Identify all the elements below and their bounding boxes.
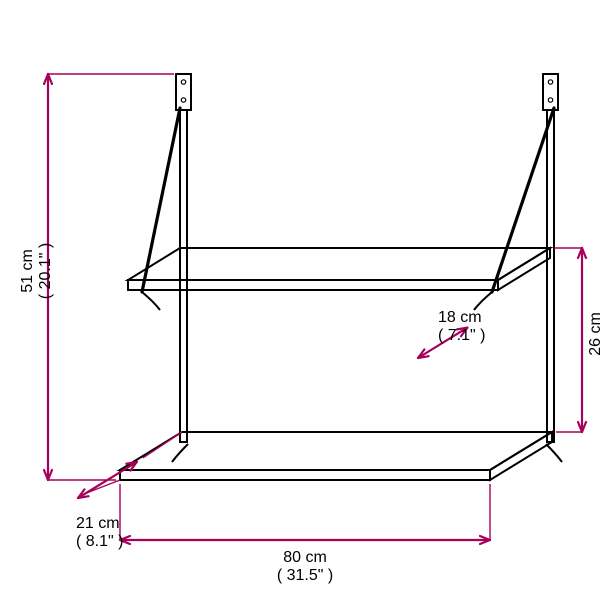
shelf-dimension-diagram: 51 cm( 20.1" ) 80 cm( 31.5" ) 21 cm( 8.1" … [0,0,600,600]
dim-width-in: ( 31.5" ) [277,567,333,584]
dim-height-in: ( 20.1" ) [37,243,54,299]
dim-depth_bottom-cm: 21 cm [76,515,120,532]
dim-width-cm: 80 cm [283,549,327,566]
dim-depth_top-in: ( 7.1" ) [438,327,485,344]
dim-height-cm: 51 cm [19,249,36,293]
dim-depth_top-cm: 18 cm [438,309,482,326]
dim-shelf_height-cm: 26 cm [587,312,600,356]
dimension-labels: 51 cm( 20.1" ) 80 cm( 31.5" ) 21 cm( 8.1" … [19,243,600,584]
shelf-outline [120,74,562,480]
dim-depth_bottom-in: ( 8.1" ) [76,533,123,550]
dimension-lines [44,74,586,544]
